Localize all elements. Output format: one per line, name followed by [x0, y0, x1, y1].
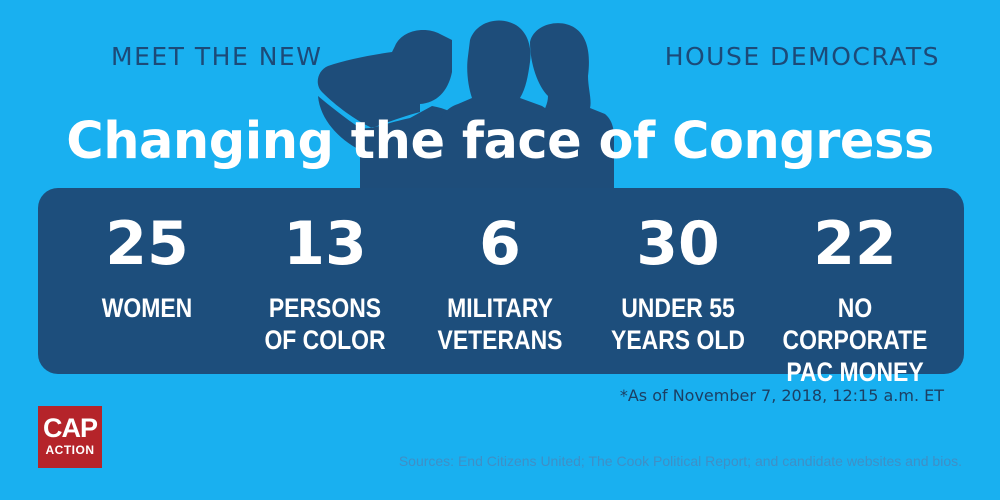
stat-persons-of-color: 13 PERSONS OF COLOR — [230, 188, 420, 356]
stat-label: PERSONS OF COLOR — [264, 293, 386, 355]
cap-action-logo[interactable]: CAP ACTION — [38, 406, 102, 468]
stat-military-veterans: 6 MILITARY VETERANS — [405, 188, 595, 356]
woman-right-silhouette — [530, 23, 614, 195]
stat-label: WOMEN — [101, 293, 193, 323]
saluting-man-silhouette — [317, 30, 470, 195]
stat-label: UNDER 55 YEARS OLD — [611, 293, 745, 355]
kicker-left: MEET THE NEW — [111, 42, 323, 71]
woman-center-silhouette — [438, 20, 556, 196]
stat-number: 13 — [283, 209, 367, 279]
footnote: *As of November 7, 2018, 12:15 a.m. ET — [619, 386, 944, 405]
kicker-right: HOUSE DEMOCRATS — [664, 42, 940, 71]
stat-no-corporate-pac: 22 NO CORPORATE PAC MONEY — [760, 188, 950, 388]
stat-number: 30 — [636, 209, 720, 279]
stat-number: 25 — [105, 209, 189, 279]
sources-note: Sources: End Citizens United; The Cook P… — [398, 453, 962, 469]
stat-under-55: 30 UNDER 55 YEARS OLD — [583, 188, 773, 356]
stat-label: NO CORPORATE PAC MONEY — [782, 293, 928, 387]
headline: Changing the face of Congress — [66, 112, 934, 171]
logo-main-text: CAP — [42, 413, 98, 443]
stat-number: 6 — [479, 209, 521, 279]
stat-label: MILITARY VETERANS — [437, 293, 563, 355]
stat-women: 25 WOMEN — [52, 188, 242, 324]
stat-number: 22 — [813, 209, 897, 279]
stats-panel: 25 WOMEN 13 PERSONS OF COLOR 6 MILITARY … — [38, 188, 964, 387]
logo-sub-text: ACTION — [45, 443, 95, 457]
